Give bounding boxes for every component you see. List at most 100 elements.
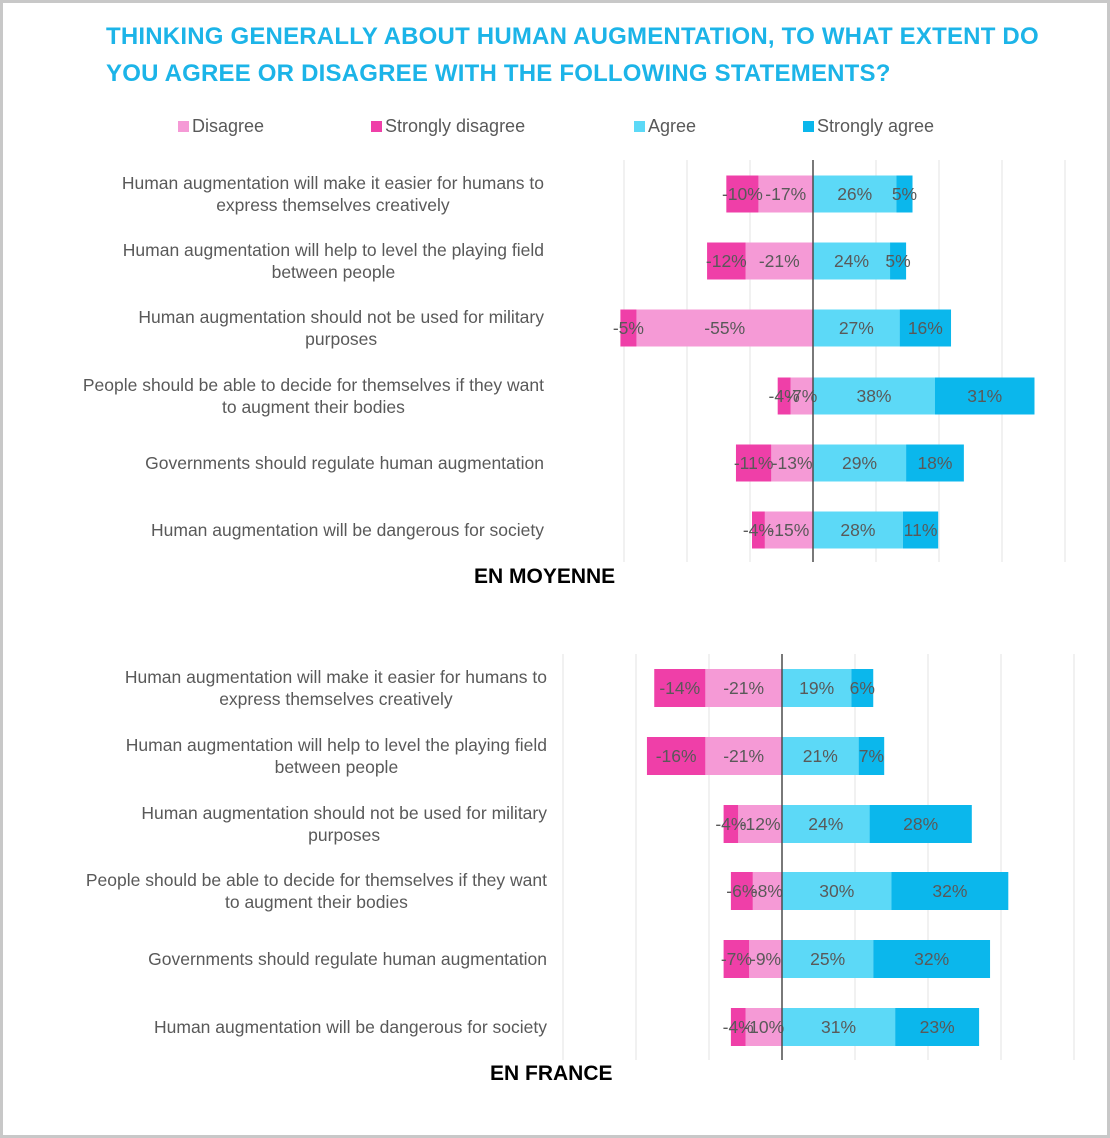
- bar-disagree: [745, 1008, 782, 1046]
- bar-row-human-augmentation-will-make-it-easier-f: Human augmentation will make it easier f…: [122, 173, 917, 215]
- bar-strongly-agree: [895, 1008, 980, 1046]
- data-label-agree: 25%: [810, 949, 845, 969]
- data-label-strongly-agree: 7%: [859, 746, 884, 766]
- bar-strongly-agree: [858, 737, 885, 775]
- data-label-strongly-agree: 5%: [885, 251, 910, 271]
- data-label-strongly-agree: 32%: [914, 949, 949, 969]
- bar-agree: [813, 242, 891, 280]
- bar-disagree: [705, 669, 782, 707]
- bar-strongly-disagree: [752, 511, 765, 549]
- data-label-strongly-agree: 16%: [908, 318, 943, 338]
- bar-strongly-disagree: [735, 444, 772, 482]
- bar-strongly-disagree: [646, 737, 706, 775]
- legend-swatch-strongly-disagree: [371, 121, 382, 132]
- data-label-strongly-agree: 6%: [850, 678, 875, 698]
- data-label-agree: 30%: [819, 881, 854, 901]
- data-label-agree: 19%: [799, 678, 834, 698]
- data-label-strongly-agree: 5%: [892, 184, 917, 204]
- data-label-strongly-disagree: -10%: [722, 184, 763, 204]
- bar-strongly-disagree: [654, 669, 706, 707]
- chart-en-moyenne: Human augmentation will make it easier f…: [83, 160, 1066, 562]
- legend-label-strongly-disagree: Strongly disagree: [385, 116, 526, 136]
- legend: Disagree Strongly disagree Agree Strongl…: [0, 116, 1110, 140]
- gridlines: [562, 654, 1075, 1060]
- bar-strongly-agree: [869, 805, 972, 843]
- legend-label-agree: Agree: [648, 116, 697, 136]
- legend-item-strongly-agree: Strongly agree: [803, 116, 934, 137]
- bar-strongly-agree: [896, 175, 913, 213]
- data-label-strongly-agree: 32%: [932, 881, 967, 901]
- category-label: Governments should regulate human augmen…: [145, 453, 544, 473]
- data-label-strongly-agree: 23%: [920, 1017, 955, 1037]
- bar-row-human-augmentation-will-be-dangerous-for: Human augmentation will be dangerous for…: [154, 1008, 980, 1046]
- data-label-disagree: -17%: [765, 184, 806, 204]
- bar-strongly-disagree: [707, 242, 746, 280]
- bar-agree: [813, 511, 903, 549]
- bar-row-human-augmentation-will-make-it-easier-f: Human augmentation will make it easier f…: [125, 667, 875, 709]
- bar-disagree: [745, 242, 813, 280]
- data-label-disagree: -13%: [772, 453, 813, 473]
- bar-row-human-augmentation-should-not-be-used-fo: Human augmentation should not be used fo…: [141, 803, 972, 845]
- category-label: Human augmentation will be dangerous for…: [154, 1017, 547, 1037]
- data-label-agree: 26%: [837, 184, 872, 204]
- data-label-strongly-disagree: -4%: [743, 520, 774, 540]
- bar-disagree: [758, 175, 813, 213]
- bar-disagree: [749, 940, 782, 978]
- data-label-strongly-agree: 28%: [903, 814, 938, 834]
- data-label-agree: 31%: [821, 1017, 856, 1037]
- bar-strongly-agree: [890, 242, 907, 280]
- bar-row-human-augmentation-will-help-to-level-th: Human augmentation will help to level th…: [123, 240, 911, 282]
- section-title-en-france: EN FRANCE: [490, 1062, 613, 1085]
- bar-agree: [782, 805, 870, 843]
- bar-agree: [782, 940, 874, 978]
- data-label-strongly-disagree: -12%: [706, 251, 747, 271]
- bar-row-people-should-be-able-to-decide-for-them: People should be able to decide for them…: [86, 870, 1009, 912]
- data-label-disagree: -15%: [768, 520, 809, 540]
- category-label: Human augmentation will make it easier f…: [125, 667, 547, 709]
- bar-strongly-agree: [934, 377, 1035, 415]
- data-label-strongly-disagree: -11%: [734, 453, 774, 473]
- data-label-strongly-disagree: -4%: [715, 814, 746, 834]
- bar-strongly-disagree: [723, 940, 750, 978]
- data-label-disagree: -21%: [723, 678, 764, 698]
- data-label-agree: 38%: [856, 386, 891, 406]
- data-label-disagree: -55%: [704, 318, 745, 338]
- bar-disagree: [705, 737, 782, 775]
- bar-strongly-disagree: [777, 377, 791, 415]
- legend-swatch-strongly-agree: [803, 121, 814, 132]
- data-label-strongly-disagree: -16%: [656, 746, 697, 766]
- chart-title: THINKING GENERALLY ABOUT HUMAN AUGMENTAT…: [106, 23, 1039, 87]
- data-label-agree: 24%: [834, 251, 869, 271]
- bar-strongly-agree: [873, 940, 991, 978]
- bar-disagree: [771, 444, 813, 482]
- legend-label-strongly-agree: Strongly agree: [817, 116, 935, 136]
- data-label-agree: 28%: [840, 520, 875, 540]
- bar-strongly-agree: [891, 872, 1009, 910]
- bar-row-human-augmentation-should-not-be-used-fo: Human augmentation should not be used fo…: [138, 307, 952, 349]
- bar-disagree: [764, 511, 813, 549]
- category-label: Human augmentation will help to level th…: [126, 735, 547, 777]
- category-label: Human augmentation will help to level th…: [123, 240, 544, 282]
- data-label-strongly-disagree: -5%: [613, 318, 644, 338]
- data-label-strongly-agree: 18%: [917, 453, 952, 473]
- bar-strongly-disagree: [730, 872, 753, 910]
- data-label-strongly-agree: 31%: [967, 386, 1002, 406]
- bar-agree: [813, 175, 897, 213]
- data-label-disagree: -21%: [759, 251, 800, 271]
- category-label: Human augmentation should not be used fo…: [138, 307, 544, 349]
- data-label-disagree: -8%: [752, 881, 783, 901]
- category-label: People should be able to decide for them…: [86, 870, 547, 912]
- data-label-strongly-disagree: -6%: [726, 881, 757, 901]
- data-label-agree: 24%: [808, 814, 843, 834]
- bar-strongly-agree: [902, 511, 939, 549]
- bar-strongly-disagree: [726, 175, 759, 213]
- legend-item-disagree: Disagree: [178, 116, 264, 137]
- bar-agree: [813, 309, 900, 347]
- data-label-strongly-disagree: -7%: [721, 949, 752, 969]
- data-label-disagree: -10%: [743, 1017, 784, 1037]
- data-label-disagree: -9%: [750, 949, 781, 969]
- legend-item-strongly-disagree: Strongly disagree: [371, 116, 525, 137]
- bar-strongly-agree: [851, 669, 874, 707]
- data-label-agree: 27%: [839, 318, 874, 338]
